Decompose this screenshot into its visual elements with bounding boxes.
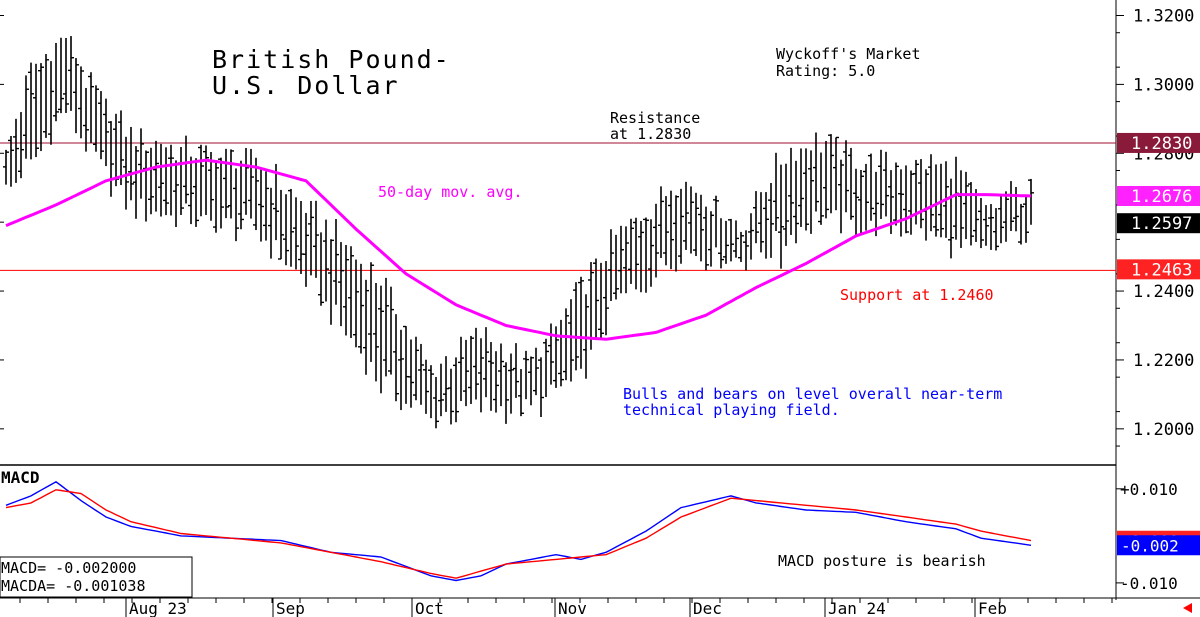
- y-tick-label: 1.2200: [1133, 351, 1194, 371]
- chart-title-line2: U.S. Dollar: [212, 71, 400, 100]
- scroll-arrow-icon: [1183, 603, 1192, 613]
- resistance-label-line2: at 1.2830: [610, 125, 691, 143]
- macd-title: MACD: [1, 468, 40, 487]
- x-tick-label: Dec: [693, 599, 722, 617]
- macda-value-line: MACDA= -0.001038: [1, 577, 146, 595]
- y-tick-label: 1.3200: [1133, 7, 1194, 27]
- price-tag: [1117, 185, 1200, 206]
- price-tag-label: 1.2676: [1131, 187, 1192, 207]
- chart-title-line1: British Pound-: [212, 45, 451, 74]
- rating-line2: Rating: 5.0: [776, 62, 875, 80]
- macd-series-macda: [5, 489, 1032, 579]
- x-tick-label: Sep: [276, 599, 305, 617]
- price-tag: [1117, 132, 1200, 153]
- macd-y-tick-label: -0.010: [1120, 574, 1178, 593]
- macd-values-box: [0, 556, 193, 598]
- annotation-line1: Bulls and bears on level overall near-te…: [623, 385, 1002, 403]
- y-tick-label: 1.2400: [1133, 282, 1194, 302]
- rating-line1: Wyckoff's Market: [776, 45, 921, 63]
- macd-posture-label: MACD posture is bearish: [778, 552, 986, 570]
- y-tick-label: 1.3000: [1133, 75, 1194, 95]
- macd-tag-blue-label: -0.002: [1121, 536, 1179, 555]
- macd-y-tick-label: +0.010: [1120, 480, 1178, 499]
- macd-tag-blue: [1117, 535, 1200, 556]
- resistance-label-line1: Resistance: [610, 109, 700, 127]
- x-tick-label: Oct: [415, 599, 444, 617]
- x-tick-label: Jan 24: [828, 599, 886, 617]
- price-tag-label: 1.2830: [1131, 134, 1192, 154]
- price-tag: [1117, 213, 1200, 234]
- ma-label: 50-day mov. avg.: [378, 183, 523, 201]
- ma-line: [5, 158, 1032, 341]
- price-tag: [1117, 259, 1200, 280]
- macd-value-line: MACD= -0.002000: [1, 559, 136, 577]
- x-tick-label: Nov: [558, 599, 587, 617]
- x-tick-label: Feb: [978, 599, 1007, 617]
- macd-series-macd: [5, 480, 1032, 582]
- support-label: Support at 1.2460: [840, 286, 994, 304]
- x-tick-label: Aug 23: [129, 599, 187, 617]
- y-tick-label: 1.2000: [1133, 420, 1194, 440]
- price-tag-label: 1.2463: [1131, 260, 1192, 280]
- annotation-line2: technical playing field.: [623, 401, 840, 419]
- price-tag-label: 1.2597: [1131, 214, 1192, 234]
